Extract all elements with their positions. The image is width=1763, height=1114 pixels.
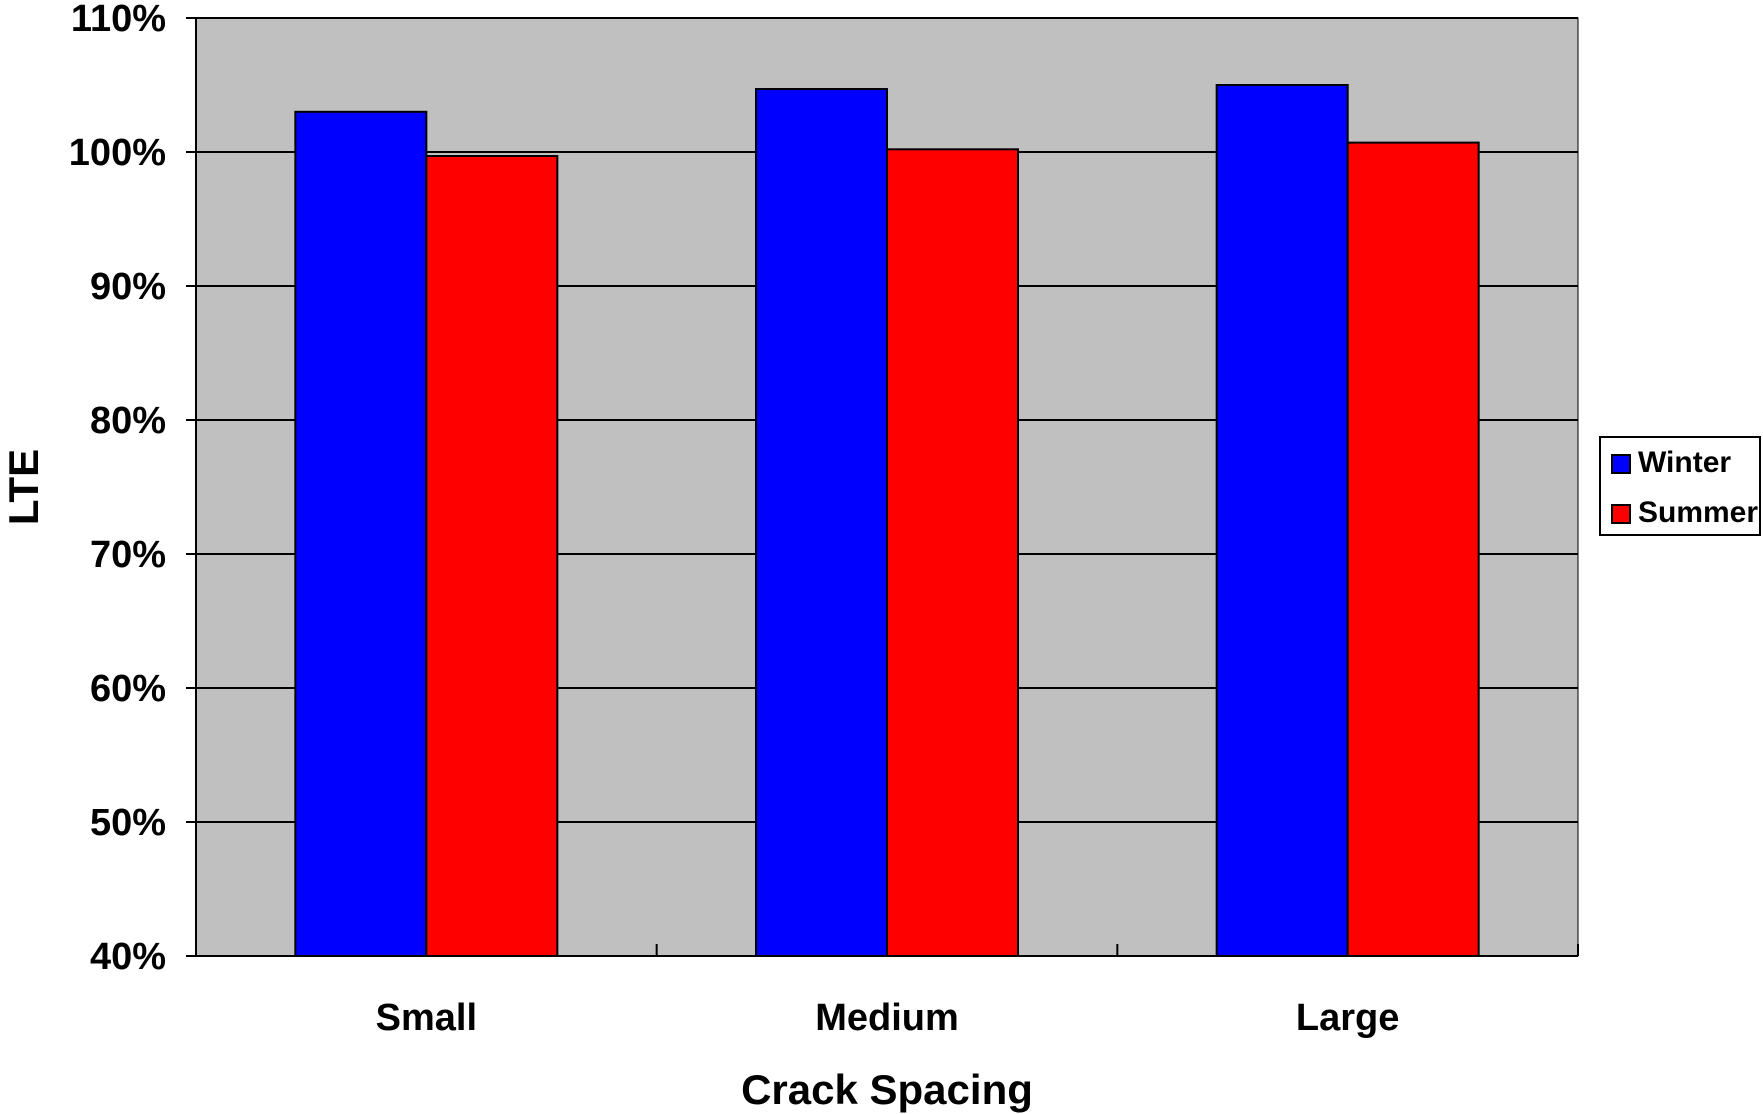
bar-winter-medium xyxy=(755,88,888,957)
x-axis-title: Crack Spacing xyxy=(741,1066,1033,1113)
y-tick-label-3: 70% xyxy=(90,534,166,576)
y-tick-label-5: 90% xyxy=(90,266,166,308)
legend: Winter Summer xyxy=(1599,436,1761,536)
y-axis: 40% 50% 60% 70% 80% 90% 100% 110% xyxy=(69,0,197,978)
y-tick-label-0: 40% xyxy=(90,936,166,978)
bar-summer-medium xyxy=(886,148,1019,957)
x-axis: Small Medium Large xyxy=(196,944,1579,1039)
y-tick-label-7: 110% xyxy=(71,0,166,40)
bar-winter-small xyxy=(294,110,428,958)
bar-winter-large xyxy=(1215,84,1349,957)
y-tick-label-1: 50% xyxy=(90,802,166,844)
y-tick-label-6: 100% xyxy=(69,132,166,174)
x-tick-label-medium: Medium xyxy=(815,997,959,1039)
y-tick-label-4: 80% xyxy=(90,400,166,442)
bar-summer-small xyxy=(425,155,559,957)
bar-summer-large xyxy=(1346,141,1480,957)
y-tick-label-2: 60% xyxy=(90,668,166,710)
y-axis-title: LTE xyxy=(0,449,47,525)
legend-label-summer: Summer xyxy=(1638,496,1758,529)
plot-area xyxy=(195,17,1579,958)
x-tick-label-large: Large xyxy=(1296,997,1399,1039)
legend-label-winter: Winter xyxy=(1638,446,1731,479)
legend-swatch-summer xyxy=(1611,504,1631,524)
legend-swatch-winter xyxy=(1611,454,1631,474)
x-tick-label-small: Small xyxy=(376,997,477,1039)
